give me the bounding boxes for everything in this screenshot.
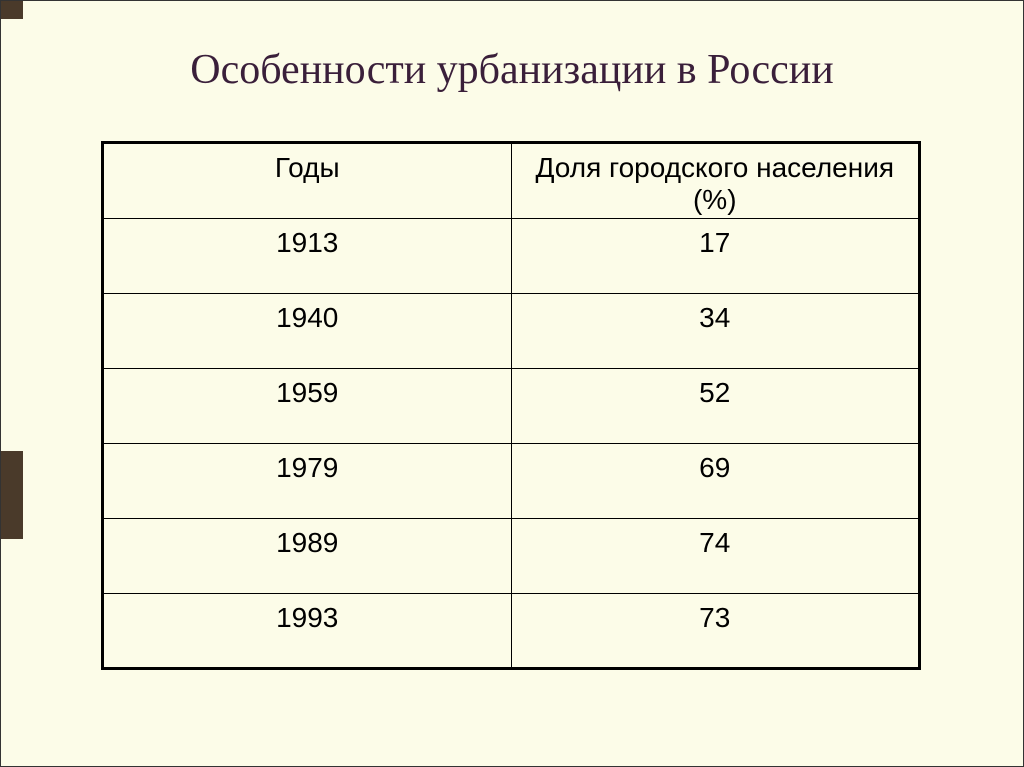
cell-percent: 52: [511, 369, 920, 444]
cell-percent: 17: [511, 219, 920, 294]
accent-top-bar: [1, 1, 23, 19]
table-row: 1913 17: [103, 219, 920, 294]
cell-year: 1993: [103, 594, 512, 669]
slide-title: Особенности урбанизации в России: [1, 46, 1023, 94]
cell-year: 1979: [103, 444, 512, 519]
table-row: 1993 73: [103, 594, 920, 669]
cell-year: 1940: [103, 294, 512, 369]
cell-percent: 73: [511, 594, 920, 669]
slide-container: Особенности урбанизации в России Годы До…: [0, 0, 1024, 767]
table-row: 1989 74: [103, 519, 920, 594]
cell-year: 1959: [103, 369, 512, 444]
cell-percent: 34: [511, 294, 920, 369]
data-table-container: Годы Доля городского населения (%) 1913 …: [101, 141, 921, 670]
cell-year: 1989: [103, 519, 512, 594]
cell-year: 1913: [103, 219, 512, 294]
urbanization-table: Годы Доля городского населения (%) 1913 …: [101, 141, 921, 670]
cell-percent: 69: [511, 444, 920, 519]
table-row: 1979 69: [103, 444, 920, 519]
cell-percent: 74: [511, 519, 920, 594]
table-row: 1959 52: [103, 369, 920, 444]
column-header-years: Годы: [103, 143, 512, 219]
table-header-row: Годы Доля городского населения (%): [103, 143, 920, 219]
table-row: 1940 34: [103, 294, 920, 369]
column-header-percent: Доля городского населения (%): [511, 143, 920, 219]
accent-left-bar: [1, 451, 23, 539]
